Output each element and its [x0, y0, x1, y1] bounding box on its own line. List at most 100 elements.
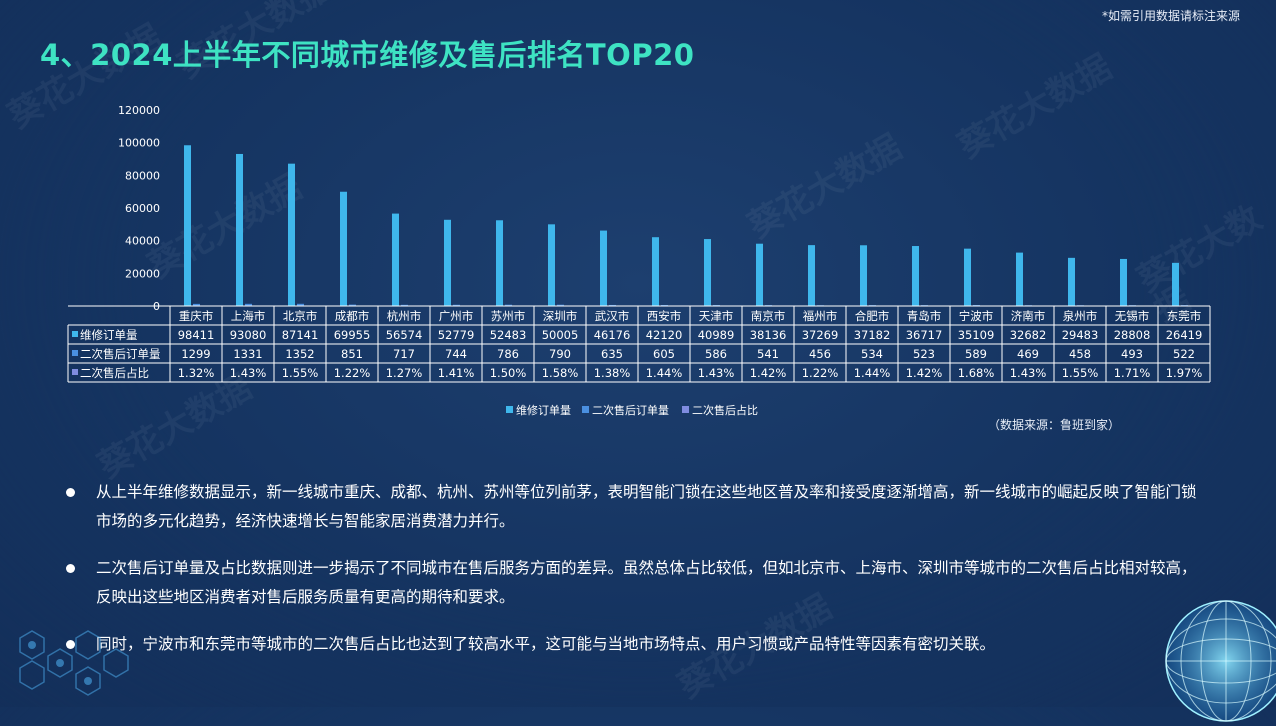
data-cell: 541 — [757, 347, 779, 361]
data-cell: 534 — [861, 347, 883, 361]
category-label: 宁波市 — [959, 309, 994, 323]
data-cell: 28808 — [1114, 328, 1151, 342]
category-label: 深圳市 — [543, 309, 578, 323]
bullet-item: 二次售后订单量及占比数据则进一步揭示了不同城市在售后服务方面的差异。虽然总体占比… — [66, 554, 1206, 612]
data-cell: 1.68% — [958, 366, 995, 380]
data-cell: 605 — [653, 347, 675, 361]
data-cell: 1.97% — [1166, 366, 1203, 380]
bar-after-sales-orders — [297, 303, 304, 306]
bar-after-sales-orders — [609, 304, 616, 306]
data-cell: 1.43% — [230, 366, 267, 380]
bar-repair-orders — [860, 245, 867, 306]
data-cell: 790 — [549, 347, 571, 361]
category-label: 南京市 — [751, 309, 786, 323]
bar-repair-orders — [600, 230, 607, 306]
data-cell: 93080 — [230, 328, 267, 342]
data-cell: 1.50% — [490, 366, 527, 380]
data-source: （数据来源：鲁班到家） — [988, 418, 1121, 432]
data-cell: 1.43% — [698, 366, 735, 380]
data-cell: 458 — [1069, 347, 1091, 361]
category-label: 成都市 — [335, 309, 370, 323]
data-cell: 717 — [393, 347, 415, 361]
bullet-dot-icon — [66, 488, 75, 497]
data-cell: 35109 — [958, 328, 995, 342]
data-cell: 40989 — [698, 328, 735, 342]
bullet-text: 二次售后订单量及占比数据则进一步揭示了不同城市在售后服务方面的差异。虽然总体占比… — [96, 559, 1197, 606]
category-label: 武汉市 — [595, 309, 630, 323]
data-cell: 32682 — [1010, 328, 1047, 342]
bullet-item: 从上半年维修数据显示，新一线城市重庆、成都、杭州、苏州等位列前茅，表明智能门锁在… — [66, 478, 1206, 536]
category-label: 东莞市 — [1167, 309, 1202, 323]
bar-repair-orders — [756, 243, 763, 306]
bar-repair-orders — [652, 237, 659, 306]
data-cell: 52483 — [490, 328, 527, 342]
data-cell: 1.32% — [178, 366, 215, 380]
data-cell: 87141 — [282, 328, 319, 342]
data-cell: 851 — [341, 347, 363, 361]
legend-label: 维修订单量 — [516, 403, 571, 417]
data-cell: 37182 — [854, 328, 891, 342]
bar-chart: 120000100000800006000040000200000重庆市上海市北… — [67, 104, 1211, 417]
legend-swatch — [682, 406, 689, 413]
data-cell: 29483 — [1062, 328, 1099, 342]
data-cell: 69955 — [334, 328, 371, 342]
series-name: 维修订单量 — [80, 328, 138, 342]
data-cell: 36717 — [906, 328, 943, 342]
data-cell: 1.44% — [646, 366, 683, 380]
data-cell: 635 — [601, 347, 623, 361]
bar-repair-orders — [236, 153, 243, 306]
series-name: 二次售后占比 — [80, 366, 149, 380]
y-tick-label: 20000 — [125, 267, 160, 280]
legend-label: 二次售后占比 — [692, 403, 758, 417]
data-cell: 1.55% — [282, 366, 319, 380]
data-cell: 50005 — [542, 328, 579, 342]
legend-swatch — [582, 406, 589, 413]
bar-repair-orders — [1068, 257, 1075, 306]
data-cell: 522 — [1173, 347, 1195, 361]
category-label: 苏州市 — [491, 309, 526, 323]
y-tick-label: 80000 — [125, 169, 160, 182]
series-swatch — [72, 350, 78, 356]
y-tick-label: 60000 — [125, 202, 160, 215]
data-cell: 1.22% — [334, 366, 371, 380]
bar-after-sales-orders — [245, 303, 252, 306]
category-label: 青岛市 — [907, 309, 942, 323]
category-label: 北京市 — [283, 309, 318, 323]
data-cell: 98411 — [178, 328, 215, 342]
bar-after-sales-orders — [349, 304, 356, 306]
bar-repair-orders — [444, 219, 451, 306]
bar-repair-orders — [548, 224, 555, 306]
bar-repair-orders — [1172, 262, 1179, 306]
bar-repair-orders — [288, 163, 295, 306]
category-label: 泉州市 — [1063, 309, 1098, 323]
category-label: 西安市 — [647, 309, 682, 323]
tech-hexagon-decoration-icon — [19, 630, 129, 696]
category-label: 上海市 — [231, 309, 266, 323]
category-label: 杭州市 — [387, 309, 422, 323]
data-cell: 456 — [809, 347, 831, 361]
bar-repair-orders — [964, 248, 971, 306]
data-cell: 1.27% — [386, 366, 423, 380]
citation-note: *如需引用数据请标注来源 — [1101, 9, 1240, 23]
bar-repair-orders — [496, 220, 503, 306]
data-cell: 1.22% — [802, 366, 839, 380]
category-label: 天津市 — [699, 309, 734, 323]
category-label: 广州市 — [439, 309, 474, 323]
data-cell: 586 — [705, 347, 727, 361]
data-cell: 52779 — [438, 328, 475, 342]
y-tick-label: 40000 — [125, 235, 160, 248]
bar-after-sales-orders — [401, 304, 408, 306]
legend-label: 二次售后订单量 — [592, 403, 669, 417]
series-name: 二次售后订单量 — [80, 347, 161, 361]
data-cell: 1331 — [233, 347, 262, 361]
data-cell: 1.42% — [906, 366, 943, 380]
bar-repair-orders — [340, 191, 347, 306]
series-swatch — [72, 331, 78, 337]
bar-repair-orders — [1016, 252, 1023, 306]
data-cell: 56574 — [386, 328, 423, 342]
data-cell: 1.44% — [854, 366, 891, 380]
category-label: 济南市 — [1011, 309, 1046, 323]
category-label: 合肥市 — [855, 309, 890, 323]
bar-repair-orders — [392, 213, 399, 306]
bullet-dot-icon — [66, 564, 75, 573]
